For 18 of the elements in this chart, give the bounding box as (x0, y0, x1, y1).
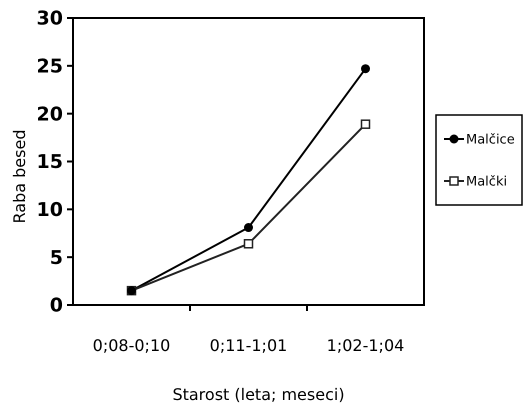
y-tick-label: 10 (36, 198, 63, 221)
x-tick-label: 0;11-1;01 (210, 336, 288, 355)
point (361, 64, 370, 74)
point (244, 223, 253, 232)
y-tick-label: 20 (36, 103, 63, 126)
x-axis-title: Starost (leta; meseci) (172, 385, 345, 404)
legend-label: Malčki (466, 174, 508, 190)
y-tick-label: 15 (36, 151, 63, 174)
y-tick-label: 5 (50, 246, 63, 269)
x-tick-label: 1;02-1;04 (326, 336, 404, 355)
y-tick-label: 30 (36, 8, 63, 30)
y-tick-label: 25 (36, 55, 63, 78)
y-tick-label: 0 (50, 294, 63, 317)
point (360, 119, 370, 129)
y-axis-title: Raba besed (10, 130, 29, 224)
point (244, 239, 254, 249)
x-tick-label: 0;08-0;10 (92, 336, 170, 355)
legend-label: Malčice (466, 132, 515, 148)
